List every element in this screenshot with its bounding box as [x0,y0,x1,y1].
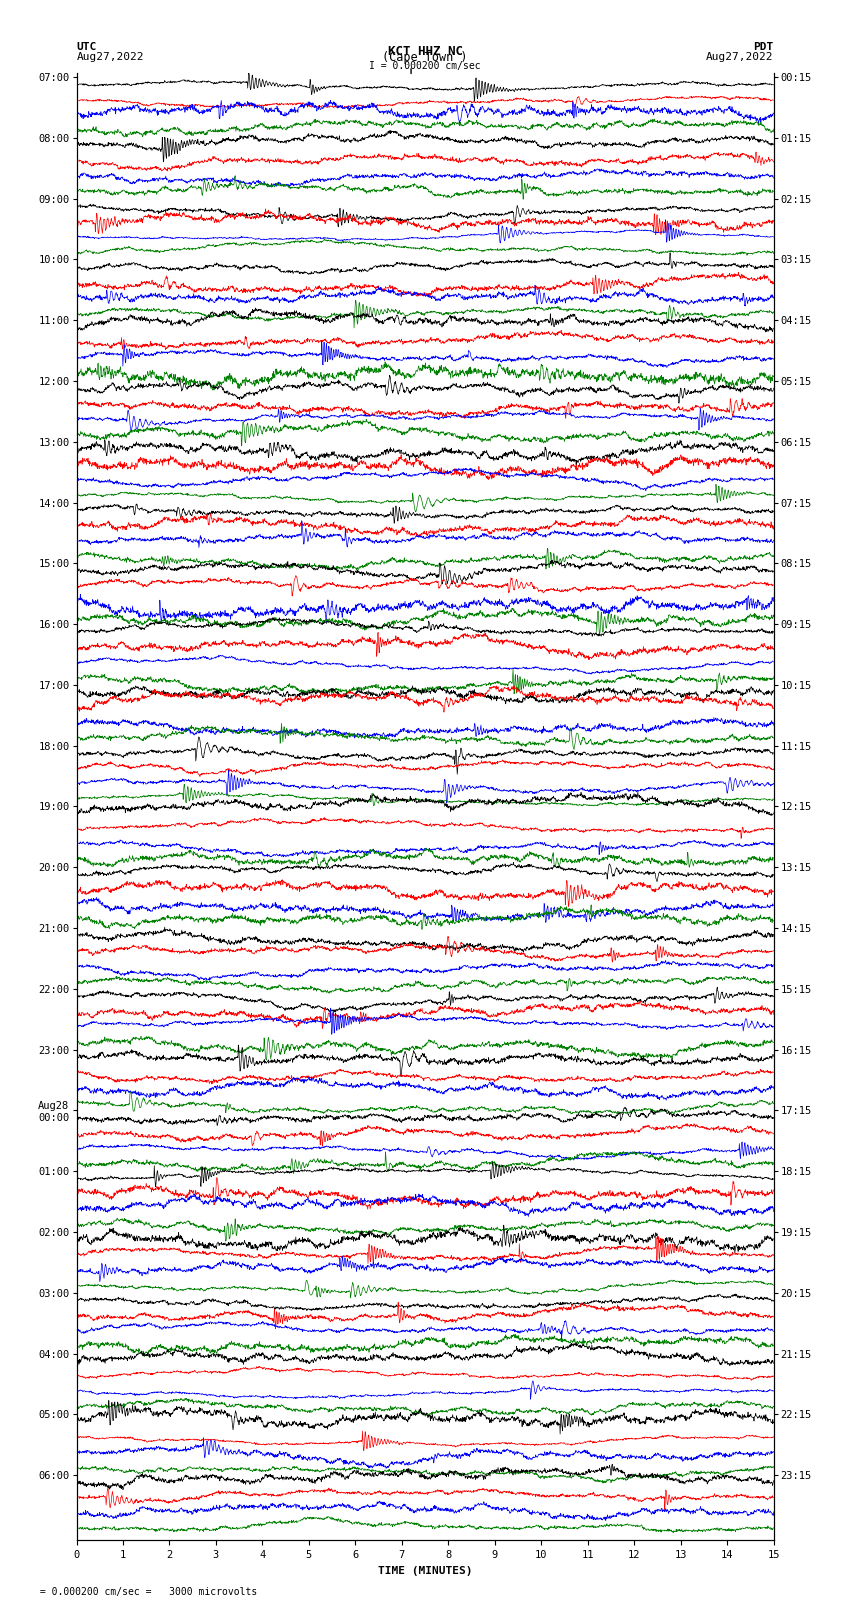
X-axis label: TIME (MINUTES): TIME (MINUTES) [377,1566,473,1576]
Text: I = 0.000200 cm/sec: I = 0.000200 cm/sec [369,61,481,71]
Text: PDT: PDT [753,42,774,52]
Text: Aug27,2022: Aug27,2022 [76,52,144,63]
Text: KCT HHZ NC: KCT HHZ NC [388,45,462,58]
Text: Aug27,2022: Aug27,2022 [706,52,774,63]
Text: = 0.000200 cm/sec =   3000 microvolts: = 0.000200 cm/sec = 3000 microvolts [34,1587,258,1597]
Text: (Cape Town ): (Cape Town ) [382,50,468,65]
Text: UTC: UTC [76,42,97,52]
